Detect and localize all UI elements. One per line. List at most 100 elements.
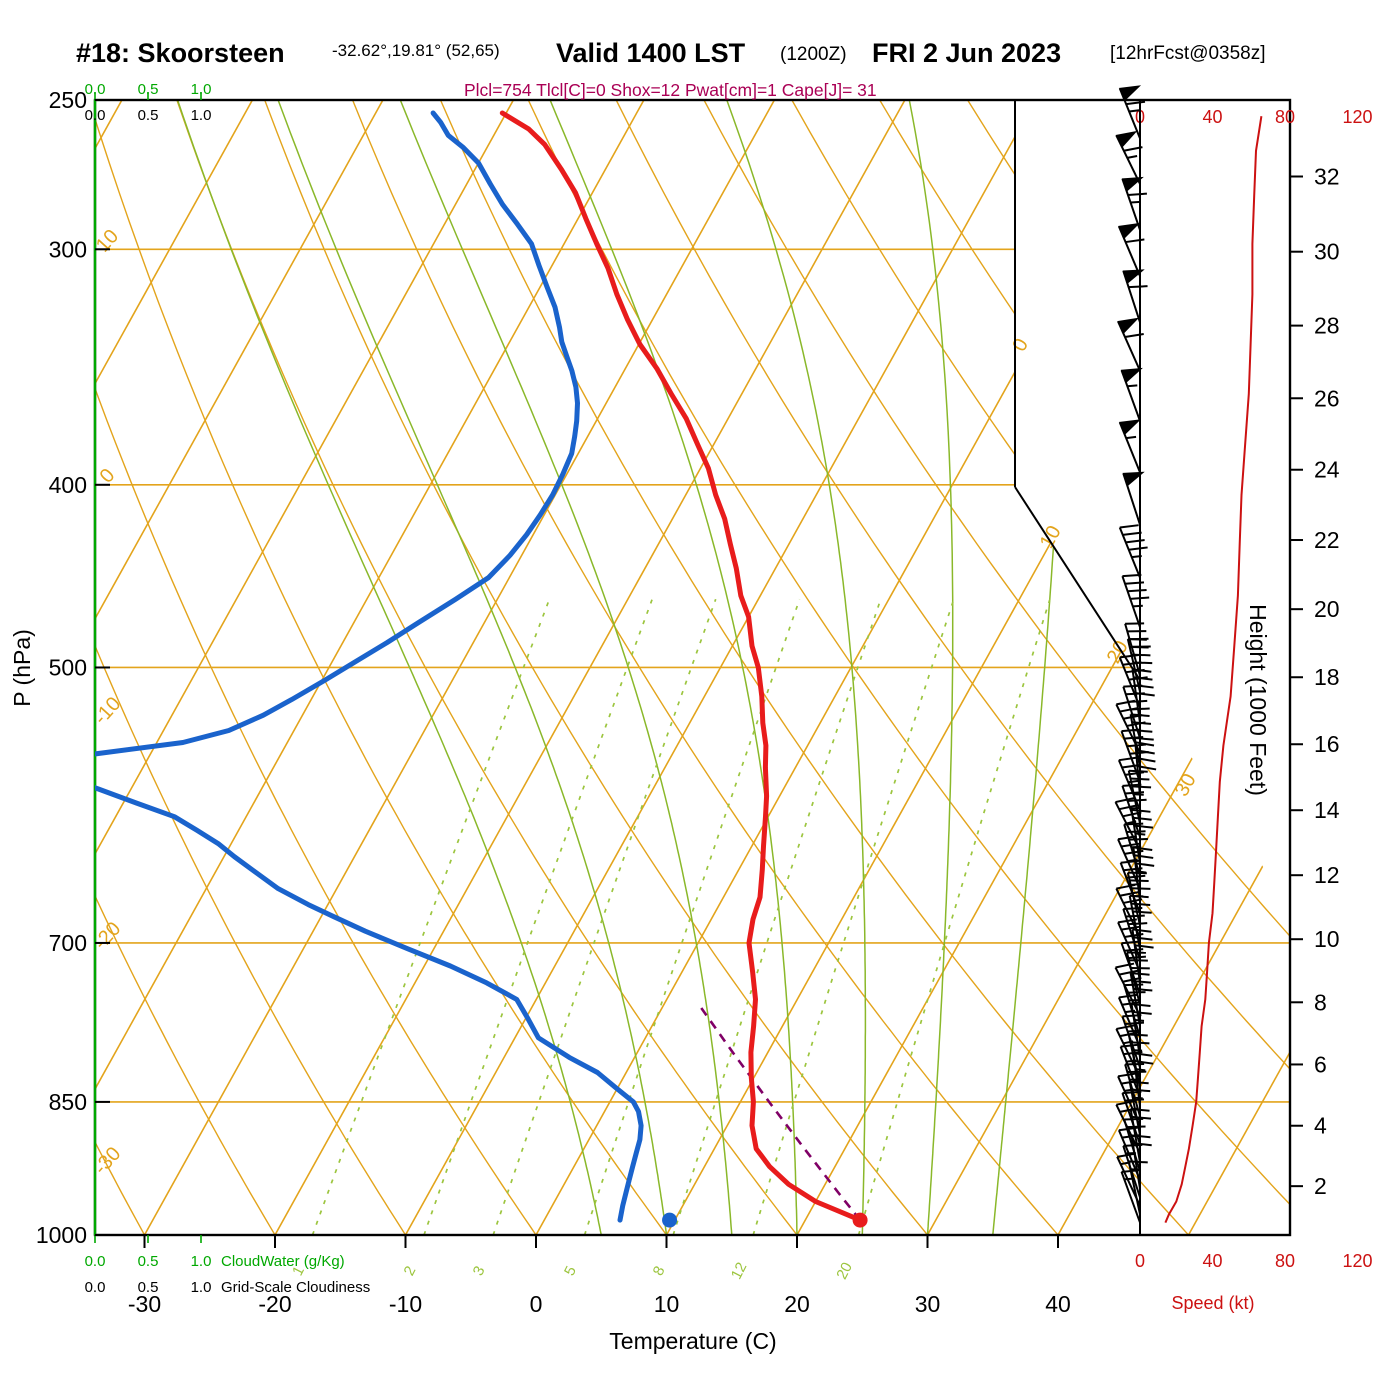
wind-barb [1121,1014,1145,1068]
wind-barb [1126,638,1153,692]
pressure-tick-label: 850 [49,1089,87,1115]
mixing-ratio-line [857,598,1051,1235]
height-tick-label: 2 [1314,1173,1327,1199]
isotherm-line [274,100,906,1235]
height-axis-title: Height (1000 Feet) [1245,604,1271,796]
barb-full [1135,749,1155,755]
barb-half [1127,1029,1138,1033]
height-tick-label: 16 [1314,731,1340,757]
barb-full [1124,983,1144,987]
barb-full [1132,668,1152,673]
wind-barb [1127,769,1152,824]
barb-half [1127,384,1138,388]
barb-full [1122,531,1142,536]
barb-full [1121,940,1141,945]
temperature-tick-label: 40 [1045,1291,1071,1317]
cloudwater-scale-top-1: 0.5 [138,81,159,98]
barb-full [1125,238,1145,244]
barb-full [1118,969,1138,976]
barb-pennant [1119,85,1142,102]
barb-full [1128,769,1148,773]
cloudwater-scale-top-2: 1.0 [191,81,212,98]
wind-speed-curve [1164,116,1263,1223]
barb-full [1125,539,1145,544]
height-tick-label: 8 [1314,989,1327,1015]
barb-half [1127,155,1138,159]
barb-full [1118,993,1138,999]
barb-full [1121,1169,1141,1173]
wind-barb [1132,846,1155,902]
barb-full [1123,1143,1143,1147]
barb-full [1124,1117,1144,1121]
dry-adiabat-line [176,100,798,1235]
barb-full [1135,741,1155,747]
mixing-ratio-line [311,598,551,1235]
barb-pennant [1118,222,1141,240]
speed-tick-label-bottom: 80 [1275,1251,1295,1271]
pressure-tick-label: 400 [49,472,87,498]
barb-full [1123,898,1143,904]
barb-full [1116,699,1136,706]
barb-full [1131,1115,1152,1120]
barb-half [1130,806,1141,810]
barb-full [1122,1090,1142,1095]
barb-half [1131,554,1142,559]
dry-adiabat-line [615,100,1290,1235]
mixing-ratio-line [752,598,955,1235]
isotherm-line [95,100,515,1235]
moist-adiabat-line [549,100,798,1235]
sounding-profiles [95,110,863,1223]
barb-full [1116,1100,1136,1106]
barb-pennant [1117,317,1140,335]
barb-full [1131,1134,1151,1139]
mixing-ratio-label: 2 [401,1263,420,1278]
pressure-tick-label: 1000 [36,1222,87,1248]
height-tick-label: 18 [1314,664,1340,690]
barb-full [1126,991,1146,994]
barb-full [1131,902,1151,906]
barb-half [1132,1049,1143,1052]
barb-full [1121,728,1141,733]
pressure-tick-label: 300 [49,236,87,262]
dry-adiabat-line [95,100,276,1235]
barb-full [1128,285,1148,289]
speed-tick-label-bottom: 120 [1342,1251,1372,1271]
height-tick-label: 6 [1314,1051,1327,1077]
barb-half [1126,820,1137,825]
temp-axis-title: Temperature (C) [609,1328,776,1354]
mixing-ratio-label: 5 [561,1263,580,1278]
barb-full [1118,1126,1138,1132]
barb-full [1118,804,1138,811]
barb-full [1132,1142,1152,1147]
barb-full [1119,654,1139,659]
temperature-tick-label: -20 [258,1291,291,1317]
pressure-tick-label: 500 [49,654,87,680]
axis-ticks-and-numbers: 2503004005007008501000246810121416182022… [36,87,1373,1317]
barb-full [1132,910,1152,914]
wind-barb [1120,1169,1141,1223]
barb-full [1123,684,1143,688]
height-tick-label: 4 [1314,1113,1327,1139]
barb-pennant [1119,419,1142,436]
barb-full [1126,100,1146,106]
valid-time: Valid 1400 LST [556,38,746,68]
barb-pennant [1121,176,1144,193]
barb-full [1127,192,1147,196]
barb-full [1118,756,1138,762]
height-tick-label: 10 [1314,926,1340,952]
speed-tick-label-bottom: 40 [1202,1251,1222,1271]
barb-full [1122,661,1142,666]
temperature-tick-label: 10 [654,1291,680,1317]
barb-full [1119,524,1139,529]
barb-pennant [1122,269,1145,285]
moist-adiabat-line [176,100,603,1235]
barb-full [1131,887,1151,890]
barb-full [1122,573,1142,578]
barb-full [1129,1080,1149,1085]
barb-half [1135,832,1146,836]
wind-barb [1122,471,1145,526]
barb-full [1127,588,1147,593]
isotherm-line [95,100,254,1235]
wind-barb [1121,176,1147,231]
barb-pennant [1115,130,1138,148]
